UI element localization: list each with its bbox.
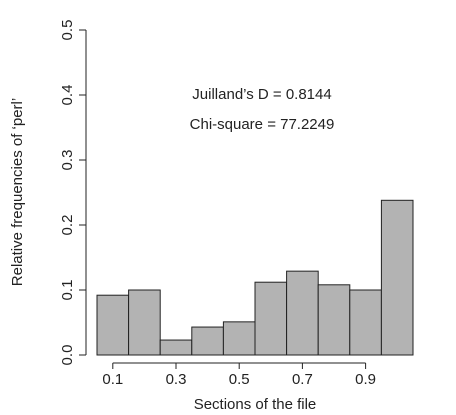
x-tick-label: 0.3	[166, 371, 187, 388]
bar	[349, 289, 382, 356]
y-tick-label: 0.1	[59, 280, 76, 301]
bar	[286, 270, 319, 356]
bar	[254, 281, 288, 356]
x-tick-label: 0.7	[292, 371, 313, 388]
x-tick-label: 0.1	[102, 371, 123, 388]
y-tick-label: 0.0	[59, 345, 76, 366]
annotation: Juilland’s D = 0.8144	[192, 86, 331, 103]
x-tick-label: 0.9	[355, 371, 376, 388]
y-tick-label: 0.3	[59, 150, 76, 171]
bar	[222, 321, 256, 356]
y-tick-label: 0.4	[59, 85, 76, 106]
x-axis-title: Sections of the file	[194, 396, 317, 413]
bar	[96, 294, 130, 356]
y-axis-title: Relative frequencies of ‘perl’	[9, 98, 26, 286]
y-tick-label: 0.2	[59, 215, 76, 236]
bar	[380, 199, 414, 356]
bar	[317, 284, 351, 356]
x-tick-label: 0.5	[229, 371, 250, 388]
bar	[128, 289, 161, 356]
annotation: Chi-square = 77.2249	[190, 116, 335, 133]
y-tick-label: 0.5	[59, 20, 76, 41]
bar	[191, 326, 224, 356]
bar	[159, 339, 193, 356]
